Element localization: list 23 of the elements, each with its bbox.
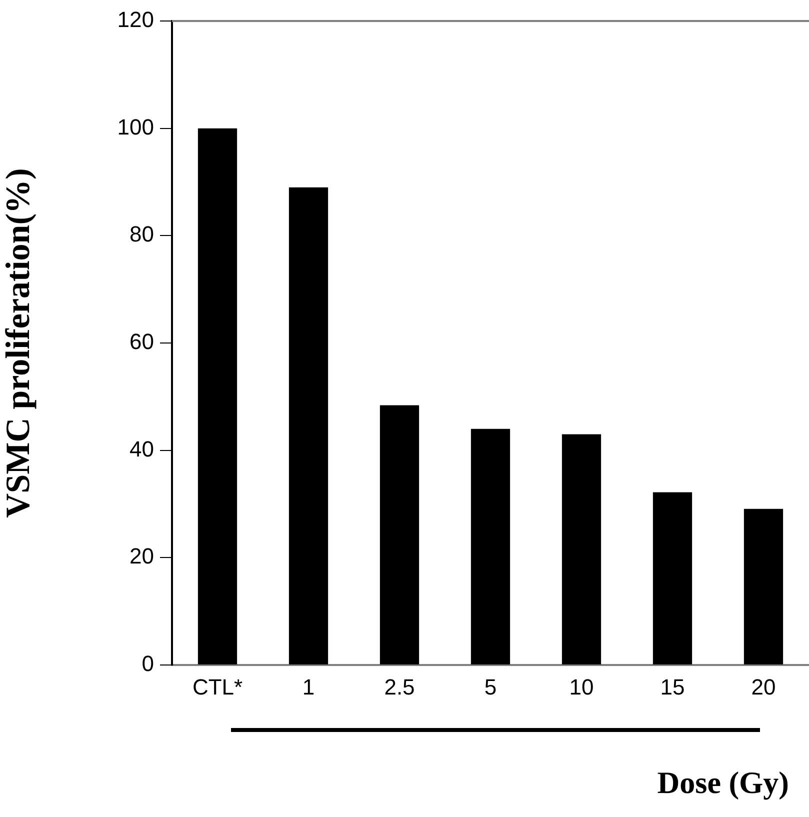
x-tick-label: 20 [751,674,776,700]
y-tick-label: 100 [117,114,154,140]
bar [470,428,510,664]
x-tick-label: CTL* [192,674,243,700]
y-tick-label: 0 [142,651,154,676]
y-tick-label: 60 [130,329,154,354]
x-tick-label: 15 [660,674,685,700]
y-tick-label: 40 [130,436,154,462]
bar [744,508,784,664]
x-tick-label: 5 [484,674,497,700]
bar [380,405,420,664]
y-tick-label: 20 [130,544,154,569]
bar [652,492,692,664]
x-tick-label: 10 [569,674,594,700]
bar [562,434,602,664]
bar [198,128,238,664]
x-tick-label: 2.5 [384,674,415,700]
x-axis-title: Dose (Gy) [657,765,789,801]
y-tick-label: 80 [130,222,154,247]
y-axis-title: VSMC proliferation(%) [0,168,38,518]
bar [288,187,328,664]
x-tick-label: 1 [302,674,315,700]
y-tick-label: 120 [117,7,154,32]
